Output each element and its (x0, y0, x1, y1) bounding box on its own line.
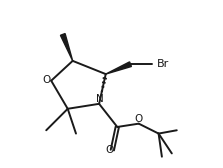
Polygon shape (106, 62, 131, 74)
Text: N: N (96, 94, 103, 104)
Polygon shape (60, 34, 73, 61)
Text: O: O (105, 145, 113, 155)
Text: Br: Br (157, 59, 169, 69)
Text: O: O (135, 114, 143, 124)
Text: O: O (42, 75, 51, 85)
